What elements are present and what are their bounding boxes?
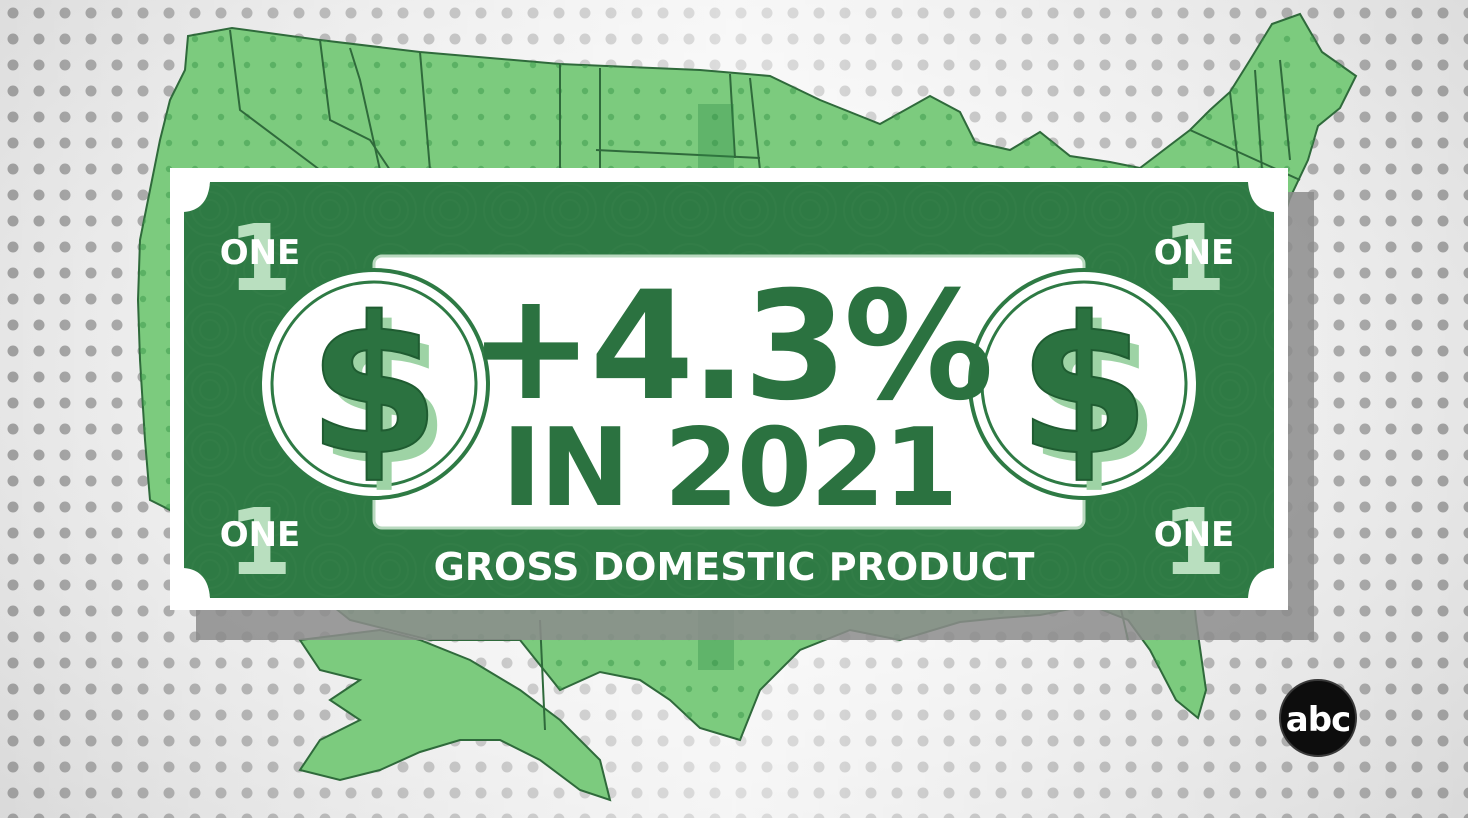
banknote: $ $ $ $ +4.3% IN 2021 GROSS DOMESTIC PRO… xyxy=(170,168,1314,640)
corner-bottom-left: 1 ONE xyxy=(220,489,301,596)
corner-top-right: 1 ONE xyxy=(1154,205,1235,312)
right-dollar-sign: $ xyxy=(1018,276,1150,497)
denomination-word-top-right: ONE xyxy=(1154,233,1235,273)
corner-top-left: 1 ONE xyxy=(220,205,301,312)
alaska-shape xyxy=(298,628,612,802)
denomination-word-top-left: ONE xyxy=(220,233,301,273)
corner-bottom-right: 1 ONE xyxy=(1154,489,1235,596)
abc-logo-text: abc xyxy=(1286,700,1350,740)
abc-logo: abc xyxy=(1279,679,1357,757)
right-dollar-sign-shadow: $ xyxy=(1028,286,1160,507)
denomination-digit-top-right: 1 xyxy=(1162,205,1226,312)
denomination-digit-bottom-left: 1 xyxy=(228,489,292,596)
gdp-caption: GROSS DOMESTIC PRODUCT xyxy=(434,545,1035,589)
left-seal: $ $ xyxy=(258,268,490,507)
denomination-word-bottom-right: ONE xyxy=(1154,515,1235,555)
headline-value: +4.3% xyxy=(468,260,990,434)
headline-period: IN 2021 xyxy=(502,406,957,531)
state-borders xyxy=(229,29,1301,731)
left-dollar-sign-shadow: $ xyxy=(318,286,450,507)
denomination-digit-bottom-right: 1 xyxy=(1162,489,1226,596)
right-seal: $ $ xyxy=(968,268,1200,507)
denomination-digit-top-left: 1 xyxy=(228,205,292,312)
left-dollar-sign: $ xyxy=(308,276,440,497)
denomination-word-bottom-left: ONE xyxy=(220,515,301,555)
